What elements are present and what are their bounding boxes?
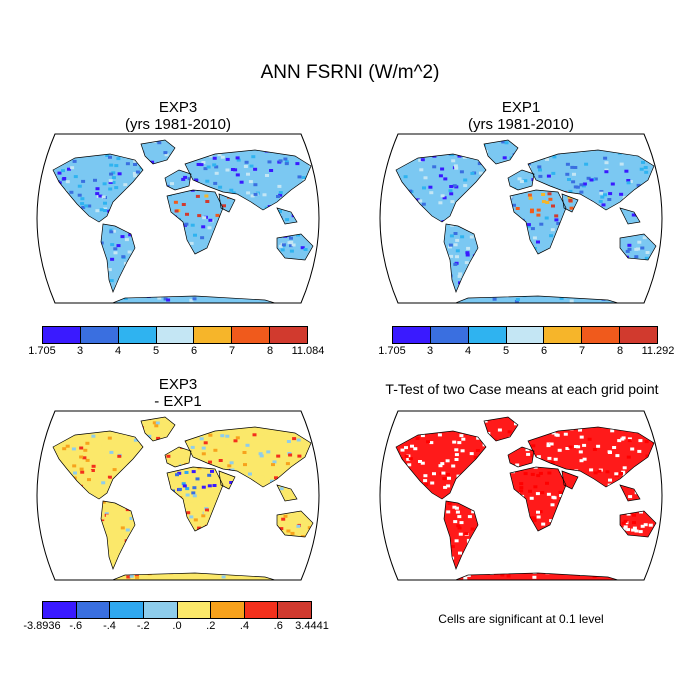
colorbar-swatch [156, 327, 195, 343]
world-map-graphic [379, 410, 663, 581]
panel-title-ttest: T-Test of two Case means at each grid po… [385, 381, 659, 397]
colorbar-swatch [468, 327, 507, 343]
colorbar-swatch [544, 327, 583, 343]
colorbar-difference [42, 601, 312, 619]
panel-title-line2: (yrs 1981-2010) [468, 116, 574, 133]
colorbar-swatch [43, 327, 81, 343]
colorbar-tick-label: .2 [206, 620, 216, 632]
figure-title: ANN FSRNI (W/m^2) [260, 62, 440, 83]
colorbar-tick-label: 8 [266, 345, 274, 357]
colorbar-tick-label: 11.084 [291, 345, 325, 357]
colorbar-swatch [43, 602, 77, 618]
colorbar-swatch [620, 327, 658, 343]
colorbar-tick-label: 5 [502, 345, 510, 357]
colorbar-tick-label: -.2 [136, 620, 150, 632]
colorbar-tick-label: 8 [616, 345, 624, 357]
colorbar-exp1-ticks: 1.705 3 4 5 6 7 8 11.292 [378, 345, 674, 359]
colorbar-tick-label: 3 [426, 345, 434, 357]
colorbar-swatch [110, 602, 144, 618]
colorbar-tick-label: 3 [76, 345, 84, 357]
panel-title-exp1: EXP1 (yrs 1981-2010) [358, 99, 684, 133]
colorbar-tick-label: .0 [172, 620, 182, 632]
colorbar-swatch [211, 602, 245, 618]
colorbar-swatch [506, 327, 545, 343]
colorbar-tick-label: 6 [190, 345, 198, 357]
map-ttest [358, 407, 684, 584]
colorbar-swatch [393, 327, 431, 343]
panel-title-exp3: EXP3 (yrs 1981-2010) [15, 99, 341, 133]
map-difference [15, 407, 341, 584]
panel-title-line1: EXP3 [158, 376, 198, 393]
panel-title-difference: EXP3 - EXP1 [15, 376, 341, 410]
colorbar-tick-label: .6 [273, 620, 283, 632]
colorbar-swatch [194, 327, 233, 343]
colorbar-swatch [76, 602, 111, 618]
colorbar-tick-label: 7 [578, 345, 586, 357]
colorbar-swatch [232, 327, 271, 343]
world-map-graphic [36, 133, 320, 304]
map-exp1 [358, 130, 684, 307]
colorbar-swatch [143, 602, 178, 618]
colorbar-tick-label: 4 [114, 345, 122, 357]
panel-title-line1: EXP3 [158, 99, 198, 116]
map-exp3 [15, 130, 341, 307]
colorbar-swatch [278, 602, 311, 618]
colorbar-swatch [177, 602, 212, 618]
world-map-graphic [36, 410, 320, 581]
colorbar-exp3-ticks: 1.705 3 4 5 6 7 8 11.084 [28, 345, 324, 359]
panel-title-line1: EXP1 [501, 99, 541, 116]
colorbar-tick-label: .4 [239, 620, 250, 632]
significance-note: Cells are significant at 0.1 level [438, 612, 604, 626]
world-map-graphic [379, 133, 663, 304]
colorbar-swatch [430, 327, 469, 343]
colorbar-swatch [244, 602, 279, 618]
colorbar-tick-label: 4 [464, 345, 472, 357]
colorbar-tick-label: -3.8936 [23, 620, 61, 632]
colorbar-tick-label: -.4 [103, 620, 116, 632]
colorbar-tick-label: -.6 [69, 620, 83, 632]
colorbar-tick-label: 11.292 [641, 345, 675, 357]
colorbar-exp1 [392, 326, 658, 344]
colorbar-difference-ticks: -3.8936 -.6 -.4 -.2 .0 .2 .4 .6 3.4441 [23, 620, 328, 634]
colorbar-swatch [270, 327, 308, 343]
colorbar-swatch [582, 327, 621, 343]
colorbar-tick-label: 3.4441 [295, 620, 329, 632]
panel-title-line2: (yrs 1981-2010) [125, 116, 231, 133]
colorbar-tick-label: 7 [228, 345, 236, 357]
colorbar-tick-label: 6 [540, 345, 548, 357]
colorbar-tick-label: 1.705 [28, 345, 56, 357]
colorbar-tick-label: 5 [152, 345, 160, 357]
colorbar-tick-label: 1.705 [378, 345, 406, 357]
colorbar-swatch [80, 327, 119, 343]
colorbar-exp3 [42, 326, 308, 344]
colorbar-swatch [118, 327, 157, 343]
panel-title-line2: - EXP1 [154, 393, 202, 410]
